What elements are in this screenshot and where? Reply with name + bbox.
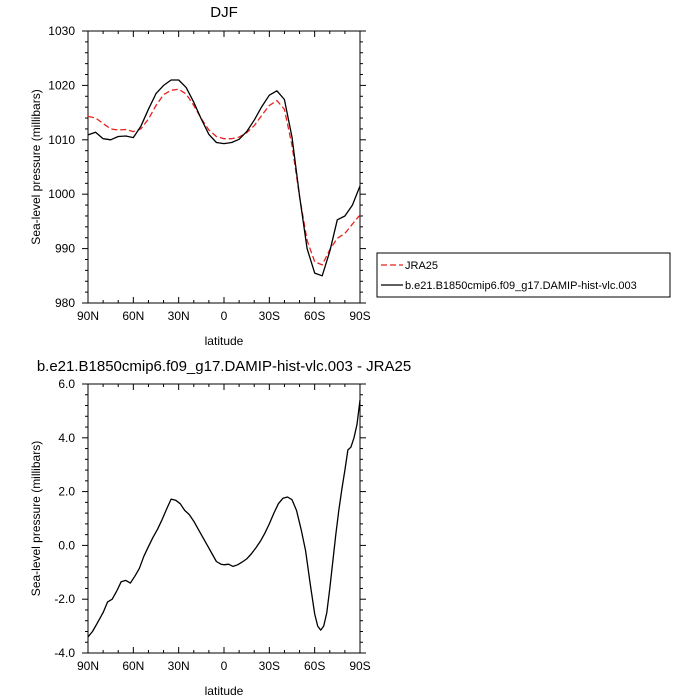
y-tick-label: -2.0 [54, 592, 75, 606]
x-tick-label: 30N [168, 309, 190, 323]
y-tick-label: 1020 [48, 78, 75, 92]
x-axis-label: latitude [205, 684, 244, 698]
y-tick-label: 990 [55, 242, 75, 256]
panel-bottom: b.e21.B1850cmip6.f09_g17.DAMIP-hist-vlc.… [29, 358, 411, 698]
y-axis-label: Sea-level pressure (millibars) [29, 89, 43, 244]
plot-frame [87, 30, 361, 304]
legend-entry: b.e21.B1850cmip6.f09_g17.DAMIP-hist-vlc.… [405, 280, 637, 292]
legend-entry: JRA25 [405, 260, 438, 272]
y-tick-label: 2.0 [58, 485, 75, 499]
y-tick-label: 4.0 [58, 431, 75, 445]
y-tick-label: -4.0 [54, 646, 75, 660]
y-tick-label: 6.0 [58, 377, 75, 391]
x-tick-label: 30S [259, 309, 280, 323]
y-tick-label: 1030 [48, 24, 75, 38]
x-tick-label: 30S [259, 659, 280, 673]
x-tick-label: 0 [221, 309, 228, 323]
x-tick-label: 90S [349, 309, 370, 323]
x-tick-label: 60N [122, 659, 144, 673]
x-axis-label: latitude [205, 334, 244, 348]
x-tick-label: 90S [349, 659, 370, 673]
series-line-2 [87, 79, 361, 277]
x-tick-label: 30N [168, 659, 190, 673]
x-tick-label: 60S [304, 309, 325, 323]
y-tick-label: 1010 [48, 133, 75, 147]
chart-title: DJF [210, 4, 238, 21]
series-line-1 [87, 400, 361, 638]
x-tick-label: 60S [304, 659, 325, 673]
y-tick-label: 1000 [48, 187, 75, 201]
chart-title: b.e21.B1850cmip6.f09_g17.DAMIP-hist-vlc.… [37, 358, 411, 375]
x-tick-label: 90N [77, 659, 99, 673]
y-tick-label: 980 [55, 296, 75, 310]
x-tick-label: 90N [77, 309, 99, 323]
x-tick-label: 0 [221, 659, 228, 673]
panel-top: DJF 90N 60N 30N 0 30S 60S 90S 980 990 1000 1010 1020… [29, 4, 671, 348]
x-tick-label: 60N [122, 309, 144, 323]
y-tick-label: 0.0 [58, 538, 75, 552]
legend-box [376, 252, 671, 298]
y-axis-label: Sea-level pressure (millibars) [29, 441, 43, 596]
plot-frame [87, 383, 361, 654]
series-line-1 [87, 88, 361, 266]
